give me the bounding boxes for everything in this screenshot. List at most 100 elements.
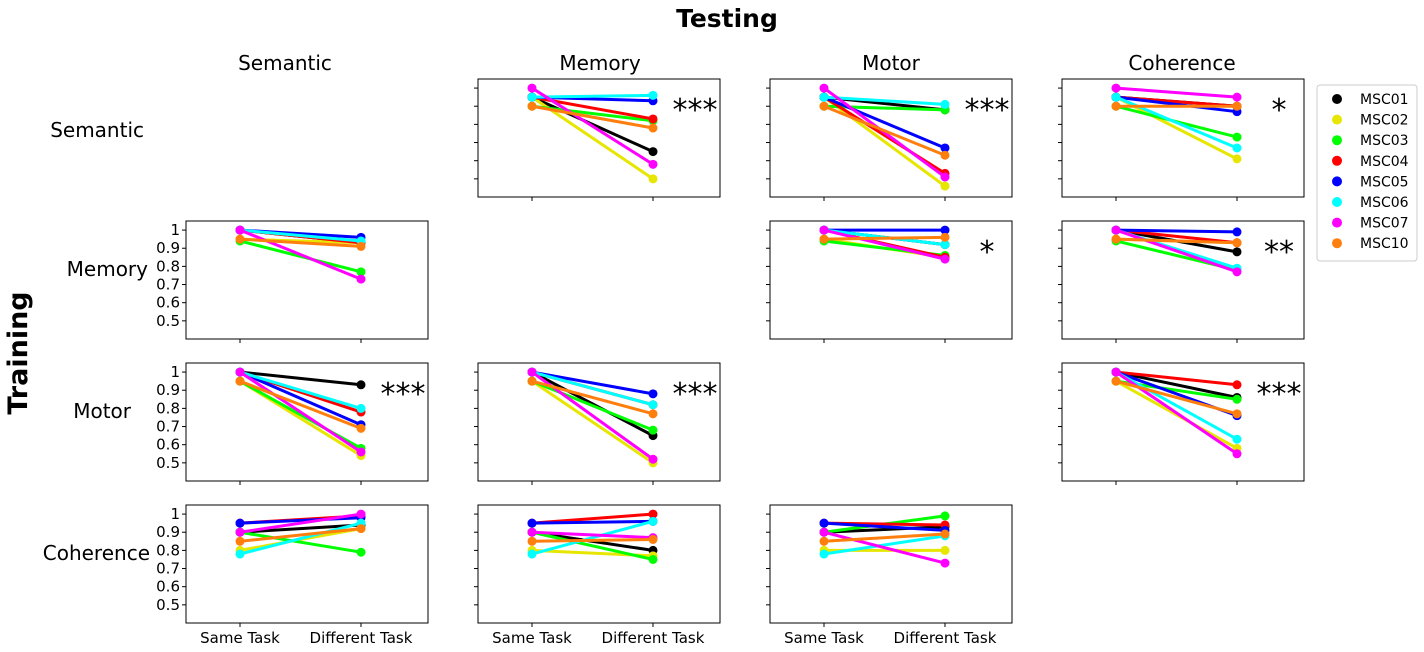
series-line <box>239 228 362 243</box>
data-point <box>648 509 658 519</box>
data-point <box>1232 434 1242 444</box>
data-point <box>1232 92 1242 102</box>
series-line <box>823 86 946 179</box>
column-title-semantic: Semantic <box>238 51 332 75</box>
series-msc07 <box>1111 83 1242 102</box>
series-line <box>531 530 654 561</box>
y-tick-label: 0.6 <box>156 294 180 312</box>
series-msc07 <box>1111 225 1242 277</box>
data-point <box>1111 376 1121 386</box>
data-point <box>527 527 537 537</box>
panel-frame <box>1061 362 1305 482</box>
legend-label: MSC07 <box>1360 216 1409 232</box>
data-point <box>1232 267 1242 277</box>
data-point <box>819 549 829 559</box>
data-point <box>819 101 829 111</box>
panel-memory-semantic: 0.50.60.70.80.91 <box>156 220 429 343</box>
data-point <box>527 549 537 559</box>
data-point <box>648 147 658 157</box>
panel-semantic-motor: *** <box>766 78 1013 201</box>
legend-marker <box>1332 238 1342 249</box>
series-line <box>239 512 362 534</box>
y-tick-label: 1 <box>170 505 180 523</box>
x-tick-label: Same Task <box>200 629 280 647</box>
legend-label: MSC01 <box>1360 92 1409 108</box>
series-line <box>531 370 654 396</box>
series-msc10 <box>527 534 658 546</box>
series-line <box>1115 379 1238 416</box>
row-axis-label: Training <box>3 291 34 414</box>
series-line <box>823 534 946 556</box>
series-msc07 <box>819 83 950 182</box>
legend-marker <box>1332 197 1342 207</box>
legend-box <box>1316 84 1418 262</box>
data-point <box>356 241 366 251</box>
y-tick-label: 0.7 <box>156 418 180 436</box>
data-point <box>940 558 950 568</box>
data-point <box>1232 394 1242 404</box>
y-tick-label: 0.5 <box>156 596 180 614</box>
series-line <box>531 379 654 416</box>
data-point <box>940 143 950 153</box>
series-line <box>239 523 362 534</box>
data-point <box>235 367 245 377</box>
data-point <box>940 172 950 182</box>
panel-motor-memory: *** <box>474 362 721 485</box>
y-tick-label: 0.6 <box>156 436 180 454</box>
panel-semantic-coherence: * <box>1058 78 1305 201</box>
legend-item-msc03: MSC03 <box>1332 133 1409 149</box>
series-line <box>823 95 946 106</box>
series-line <box>1115 228 1238 274</box>
data-point <box>1232 227 1242 237</box>
data-point <box>356 267 366 277</box>
legend-item-msc07: MSC07 <box>1332 216 1409 232</box>
legend-label: MSC10 <box>1360 236 1409 252</box>
panel-coherence-memory: Same Task Different Task <box>474 504 721 647</box>
significance-marker: *** <box>673 377 718 412</box>
y-tick-label: 0.9 <box>156 381 180 399</box>
data-point <box>648 123 658 133</box>
series-msc06 <box>527 90 658 102</box>
data-point <box>819 527 829 537</box>
series-line <box>823 235 946 241</box>
data-point <box>1232 132 1242 142</box>
panel-motor-coherence: *** <box>1058 362 1305 485</box>
data-point <box>940 511 950 521</box>
series-line <box>239 370 362 454</box>
data-point <box>1232 143 1242 153</box>
significance-marker: *** <box>1257 377 1302 412</box>
data-point <box>356 547 366 557</box>
data-point <box>940 240 950 250</box>
data-point <box>1111 92 1121 102</box>
data-point <box>1232 409 1242 419</box>
data-point <box>819 225 829 235</box>
y-tick-label: 0.8 <box>156 257 180 275</box>
series-msc06 <box>819 92 950 109</box>
panel-frame <box>477 504 721 624</box>
significance-marker: *** <box>965 93 1010 128</box>
data-point <box>1111 367 1121 377</box>
panel-memory-motor: * <box>766 220 1013 343</box>
y-tick-label: 0.7 <box>156 560 180 578</box>
data-point <box>1111 225 1121 235</box>
panel-frame <box>185 504 429 624</box>
row-title-motor: Motor <box>73 399 132 423</box>
row-title-coherence: Coherence <box>43 541 150 565</box>
series-msc07 <box>235 225 366 284</box>
data-point <box>1111 101 1121 111</box>
data-point <box>1232 247 1242 257</box>
data-point <box>356 380 366 390</box>
data-point <box>648 174 658 184</box>
x-tick-label: Different Task <box>894 629 997 647</box>
series-line <box>823 530 946 565</box>
legend-item-msc01: MSC01 <box>1332 92 1409 108</box>
data-point <box>940 232 950 242</box>
data-point <box>819 92 829 102</box>
data-point <box>819 536 829 546</box>
y-tick-label: 1 <box>170 221 180 239</box>
legend-item-msc05: MSC05 <box>1332 174 1409 190</box>
y-tick-label: 0.9 <box>156 239 180 257</box>
x-tick-label: Different Task <box>602 629 705 647</box>
legend-label: MSC06 <box>1360 195 1409 211</box>
x-tick-label: Same Task <box>492 629 572 647</box>
